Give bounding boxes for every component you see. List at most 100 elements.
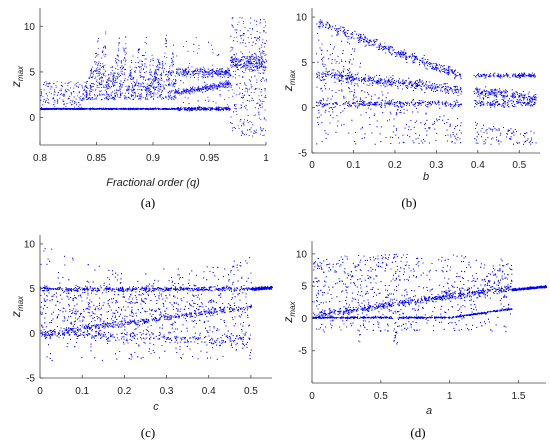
data-point — [91, 97, 93, 99]
data-point — [158, 78, 160, 80]
data-point — [183, 88, 185, 90]
data-point — [242, 39, 244, 41]
data-point — [48, 102, 50, 104]
data-point — [197, 52, 198, 54]
data-point — [182, 75, 184, 77]
data-point — [226, 104, 228, 106]
data-point — [264, 46, 265, 48]
data-point — [128, 107, 129, 109]
data-point — [241, 131, 243, 133]
data-point — [131, 90, 132, 92]
data-point — [228, 68, 230, 70]
data-point — [246, 58, 248, 59]
data-point — [250, 60, 252, 62]
data-point — [78, 91, 80, 93]
data-point — [236, 84, 238, 86]
data-point — [244, 106, 245, 107]
data-point — [178, 67, 180, 69]
data-point — [190, 74, 192, 75]
data-point — [140, 86, 142, 87]
data-point — [210, 109, 212, 111]
data-point — [95, 69, 97, 71]
data-point — [197, 108, 199, 110]
data-point — [108, 73, 110, 75]
data-point — [197, 109, 199, 110]
data-point — [255, 59, 257, 61]
data-point — [102, 93, 104, 95]
data-point — [40, 91, 42, 92]
data-point — [124, 79, 126, 81]
data-point — [188, 89, 189, 91]
data-point — [65, 91, 67, 93]
data-point — [209, 85, 211, 87]
data-point — [137, 107, 139, 109]
data-point — [137, 85, 139, 86]
data-point — [66, 108, 68, 110]
data-point — [127, 88, 129, 90]
data-point — [190, 107, 191, 109]
data-point — [215, 108, 217, 110]
data-point — [131, 94, 133, 96]
data-point — [115, 79, 116, 81]
data-point — [184, 107, 186, 109]
data-point — [74, 84, 76, 86]
data-point — [127, 76, 129, 78]
data-point — [102, 50, 104, 52]
data-point — [138, 82, 139, 84]
data-point — [146, 92, 148, 94]
data-point — [99, 71, 100, 72]
data-point — [41, 107, 42, 109]
data-point — [162, 108, 163, 110]
data-point — [238, 94, 240, 95]
data-point — [94, 61, 96, 63]
data-point — [91, 86, 93, 87]
data-point — [241, 125, 242, 127]
data-point — [152, 93, 153, 94]
data-point — [244, 94, 245, 96]
data-point — [179, 109, 181, 111]
data-point — [183, 89, 185, 91]
data-point — [139, 94, 141, 96]
data-point — [207, 72, 209, 74]
data-point — [173, 44, 174, 46]
data-point — [256, 39, 258, 41]
data-point — [106, 81, 108, 83]
data-point — [148, 109, 150, 111]
data-point — [261, 57, 263, 59]
data-point — [235, 61, 236, 62]
data-point — [182, 92, 184, 94]
data-point — [117, 72, 119, 74]
data-point — [156, 108, 158, 110]
data-point — [146, 88, 148, 89]
data-point — [193, 51, 195, 53]
data-point — [218, 107, 220, 109]
data-point — [169, 84, 171, 86]
data-point — [169, 79, 170, 81]
data-point — [45, 85, 47, 87]
data-point — [155, 107, 156, 109]
data-point — [231, 56, 233, 58]
data-point — [199, 91, 201, 93]
data-point — [167, 94, 169, 96]
data-point — [172, 90, 174, 92]
data-point — [142, 82, 144, 84]
data-point — [114, 98, 115, 99]
data-point — [221, 83, 223, 84]
data-point — [93, 84, 95, 85]
data-point — [45, 102, 46, 103]
data-point — [106, 93, 108, 95]
data-point — [134, 84, 136, 86]
data-point — [224, 84, 226, 86]
data-point — [258, 56, 259, 57]
data-point — [158, 82, 160, 83]
data-point — [152, 57, 154, 59]
data-point — [451, 89, 453, 91]
data-point — [178, 93, 180, 95]
data-point — [158, 64, 160, 66]
data-point — [128, 89, 130, 91]
data-point — [513, 131, 515, 133]
data-point — [109, 109, 110, 110]
data-point — [122, 47, 124, 49]
data-point — [256, 88, 258, 90]
data-point — [59, 90, 61, 91]
